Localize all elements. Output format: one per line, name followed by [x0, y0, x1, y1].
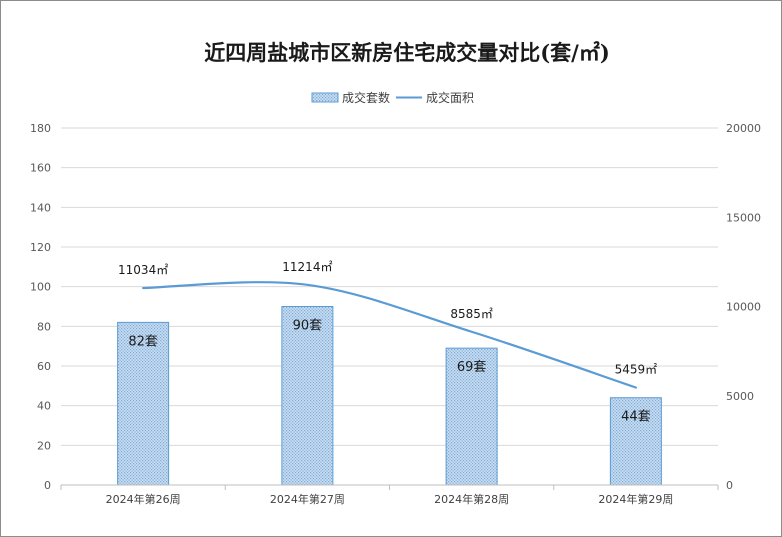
left-axis-tick: 40 [37, 400, 51, 413]
x-axis: 2024年第26周 2024年第27周 2024年第28周 2024年第29周 [60, 484, 719, 506]
right-axis: 0 5000 10000 15000 20000 [726, 122, 761, 492]
right-axis-tick: 0 [726, 479, 733, 492]
x-axis-tick-label: 2024年第29周 [598, 492, 673, 506]
line-data-label: 11034㎡ [118, 263, 168, 277]
bar [609, 397, 662, 486]
legend-bar-swatch [311, 92, 339, 103]
left-axis-tick: 100 [30, 281, 51, 294]
left-axis-tick: 20 [37, 439, 51, 452]
bar-data-label: 90套 [293, 318, 323, 334]
right-axis-tick: 10000 [726, 301, 761, 314]
left-axis-tick: 180 [30, 122, 51, 135]
bar-data-label: 44套 [621, 409, 651, 425]
bar-series [117, 306, 662, 486]
right-axis-tick: 20000 [726, 122, 761, 135]
right-axis-tick: 5000 [726, 390, 754, 403]
left-axis-tick: 140 [30, 201, 51, 214]
x-axis-tick-label: 2024年第27周 [270, 492, 345, 506]
x-axis-tick-label: 2024年第26周 [106, 492, 181, 506]
line-data-label: 5459㎡ [615, 363, 658, 377]
left-axis-tick: 60 [37, 360, 51, 373]
x-axis-tick-label: 2024年第28周 [434, 492, 509, 506]
line-data-label: 11214㎡ [282, 260, 332, 274]
legend-line-label: 成交面积 [426, 90, 474, 105]
bar-labels: 82套 90套 69套 44套 [128, 318, 650, 425]
right-axis-tick: 15000 [726, 211, 761, 224]
line-labels: 11034㎡ 11214㎡ 8585㎡ 5459㎡ [118, 260, 657, 377]
line-data-label: 8585㎡ [450, 307, 493, 321]
left-axis-tick: 120 [30, 241, 51, 254]
bar-data-label: 82套 [128, 333, 158, 349]
chart-title: 近四周盐城市区新房住宅成交量对比(套/㎡) [204, 40, 610, 65]
left-axis-tick: 160 [30, 162, 51, 175]
line-series [142, 281, 637, 389]
bar [117, 321, 170, 486]
legend: 成交套数 成交面积 [311, 90, 474, 105]
legend-bar-label: 成交套数 [342, 90, 390, 105]
area-line [142, 281, 637, 389]
left-axis-tick: 0 [44, 479, 51, 492]
bar-data-label: 69套 [457, 359, 487, 375]
bar [281, 306, 334, 486]
left-axis: 0 20 40 60 80 100 120 140 160 180 [30, 122, 51, 492]
left-axis-tick: 80 [37, 320, 51, 333]
